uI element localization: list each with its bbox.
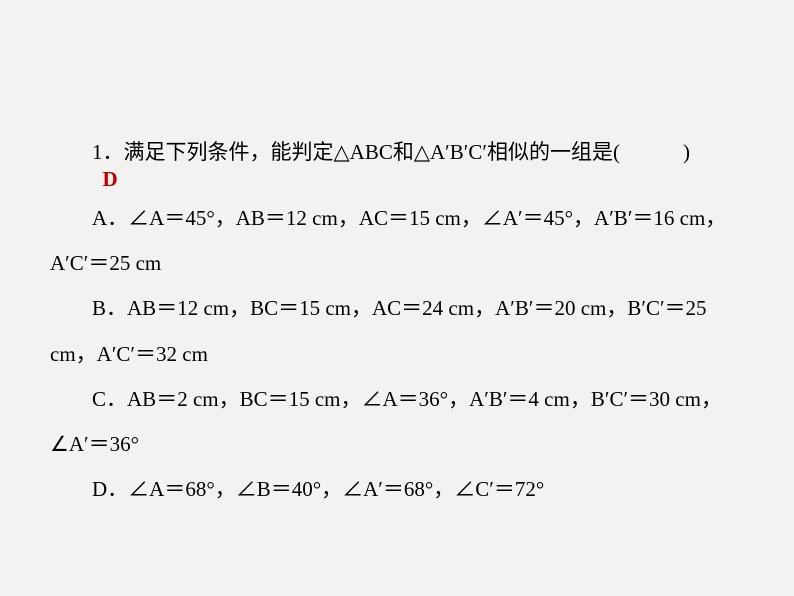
option-b-label: B．	[92, 296, 127, 320]
question-suffix: 相似的一组是	[487, 141, 613, 164]
question-content: 1．满足下列条件，能判定△ABC和△A′B′C′相似的一组是( ) D A．∠A…	[0, 0, 794, 562]
option-a-label: A．	[92, 206, 128, 230]
question-number: 1	[92, 140, 103, 164]
option-c-label: C．	[92, 387, 127, 411]
triangle-abc-prime: △A′B′C′	[414, 140, 487, 164]
question-separator: ．	[103, 140, 124, 164]
option-a-text1: ∠A＝45°，AB＝12 cm，AC＝15 cm，∠A′＝45°，A′B′＝16…	[128, 206, 726, 230]
triangle-abc: △ABC	[334, 140, 393, 164]
option-b-line2: cm，A′C′＝32 cm	[50, 332, 744, 377]
option-c-line2: ∠A′＝36°	[50, 422, 744, 467]
option-d-line1: D．∠A＝68°，∠B＝40°，∠A′＝68°，∠C′＝72°	[50, 467, 744, 512]
question-paren: ( )	[613, 140, 690, 164]
answer-letter: D	[103, 169, 745, 190]
option-d-separator: ．	[107, 477, 128, 501]
option-c-text1: AB＝2 cm，BC＝15 cm，∠A＝36°，A′B′＝4 cm，B′C′＝3…	[127, 387, 722, 411]
question-mid: 和	[393, 141, 414, 164]
option-b-line1: B．AB＝12 cm，BC＝15 cm，AC＝24 cm，A′B′＝20 cm，…	[50, 286, 744, 331]
option-a-line2: A′C′＝25 cm	[50, 241, 744, 286]
option-c-line1: C．AB＝2 cm，BC＝15 cm，∠A＝36°，A′B′＝4 cm，B′C′…	[50, 377, 744, 422]
question-prefix: 满足下列条件，能判定	[124, 141, 334, 164]
option-d-label: D	[92, 477, 107, 501]
option-a-line1: A．∠A＝45°，AB＝12 cm，AC＝15 cm，∠A′＝45°，A′B′＝…	[50, 196, 744, 241]
option-b-text1: AB＝12 cm，BC＝15 cm，AC＝24 cm，A′B′＝20 cm，B′…	[127, 296, 707, 320]
option-d-text1: ∠A＝68°，∠B＝40°，∠A′＝68°，∠C′＝72°	[128, 477, 544, 501]
